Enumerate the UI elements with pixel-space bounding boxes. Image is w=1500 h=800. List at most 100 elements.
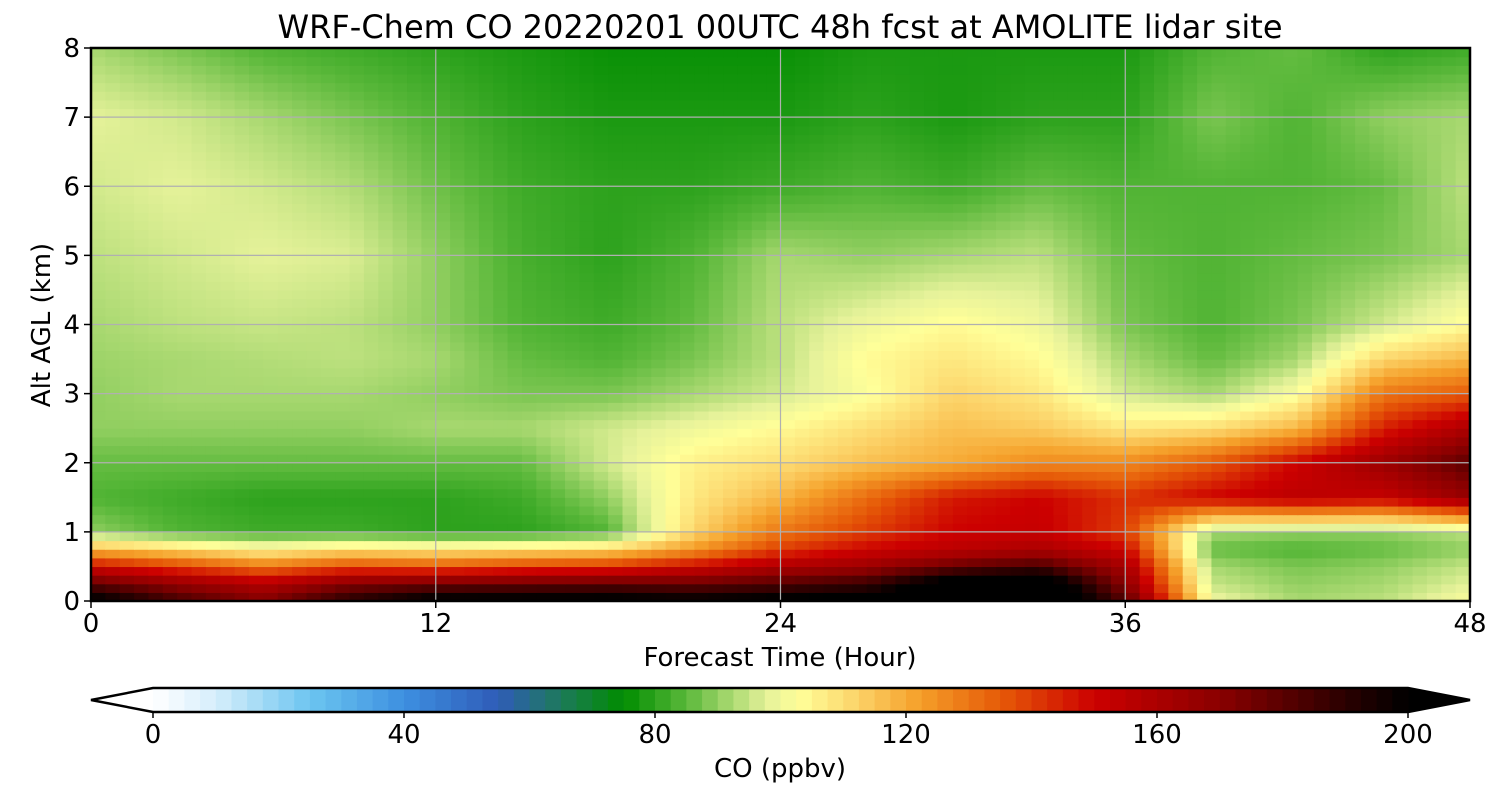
heatmap-cell [91,186,106,196]
heatmap-cell [694,307,710,317]
heatmap-cell [608,402,624,412]
heatmap-cell [435,402,451,412]
heatmap-cell [636,445,652,455]
heatmap-cell [708,194,724,205]
heatmap-cell [1211,367,1227,377]
heatmap-cell [622,402,638,412]
heatmap-cell [191,462,207,472]
heatmap-cell [1053,177,1069,187]
heatmap-cell [306,488,322,498]
heatmap-cell [378,307,394,317]
heatmap-cell [363,229,379,239]
heatmap-cell [1096,238,1112,248]
heatmap-cell [263,419,279,429]
heatmap-cell [651,497,667,507]
heatmap-cell [292,255,308,265]
heatmap-cell [1340,246,1356,256]
heatmap-cell [292,557,308,568]
heatmap-cell [249,419,264,429]
heatmap-cell [464,160,480,170]
heatmap-cell [1326,384,1342,395]
heatmap-cell [1240,324,1256,334]
heatmap-cell [837,419,853,429]
heatmap-cell [737,289,753,300]
heatmap-cell [1254,350,1270,360]
heatmap-cell [435,471,451,481]
heatmap-cell [981,462,997,472]
heatmap-cell [1355,497,1371,507]
heatmap-cell [105,177,121,187]
heatmap-cell [363,177,379,187]
heatmap-cell [1024,583,1040,593]
heatmap-cell [565,229,580,239]
heatmap-cell [895,557,911,568]
heatmap-cell [1455,229,1470,239]
heatmap-cell [1340,549,1356,559]
heatmap-cell [881,583,897,593]
heatmap-cell [536,272,552,282]
heatmap-cell [1326,505,1342,516]
heatmap-cell [1240,298,1256,308]
heatmap-cell [320,514,336,524]
heatmap-cell [1441,419,1457,429]
heatmap-cell [1110,168,1126,179]
heatmap-cell [464,549,480,559]
heatmap-cell [435,497,451,507]
heatmap-cell [1010,229,1026,239]
heatmap-cell [1355,194,1371,205]
heatmap-cell [1311,393,1327,403]
heatmap-cell [1125,419,1141,429]
heatmap-cell [1426,462,1442,472]
heatmap-cell [249,272,264,282]
heatmap-cell [536,246,552,256]
heatmap-cell [421,445,437,455]
heatmap-cell [1053,246,1069,256]
heatmap-cell [751,488,767,498]
heatmap-cell [1268,480,1284,490]
heatmap-cell [1355,454,1371,464]
heatmap-cell [105,488,121,498]
heatmap-cell [306,350,322,360]
heatmap-cell [105,289,121,300]
heatmap-cell [751,350,767,360]
heatmap-cell [205,160,221,170]
heatmap-cell [450,194,466,205]
heatmap-cell [636,497,652,507]
heatmap-cell [1225,471,1241,481]
heatmap-cell [1383,289,1399,300]
heatmap-cell [392,480,408,490]
heatmap-cell [435,575,451,585]
heatmap-cell [881,160,897,170]
heatmap-cell [1340,575,1356,585]
heatmap-cell [866,255,882,265]
heatmap-cell [665,454,681,464]
heatmap-cell [608,238,624,248]
heatmap-cell [335,238,351,248]
heatmap-cell [852,575,868,585]
heatmap-cell [579,540,595,550]
heatmap-cell [1412,289,1428,300]
heatmap-cell [191,367,207,377]
heatmap-cell [895,246,911,256]
heatmap-cell [1369,220,1385,231]
heatmap-cell [1283,264,1299,274]
heatmap-cell [651,315,667,326]
heatmap-cell [119,454,135,464]
heatmap-cell [1326,238,1342,248]
heatmap-cell [665,505,681,516]
heatmap-cell [320,281,336,291]
heatmap-cell [995,445,1011,455]
heatmap-cell [392,384,408,395]
heatmap-cell [277,505,293,516]
heatmap-cell [909,436,925,447]
heatmap-cell [421,557,437,568]
heatmap-cell [234,480,250,490]
heatmap-cell [478,523,494,533]
heatmap-cell [1110,238,1126,248]
heatmap-cell [392,540,408,550]
heatmap-cell [1240,186,1256,196]
heatmap-cell [608,333,624,343]
heatmap-cell [981,289,997,300]
heatmap-cell [1441,592,1457,601]
heatmap-cell [507,402,523,412]
